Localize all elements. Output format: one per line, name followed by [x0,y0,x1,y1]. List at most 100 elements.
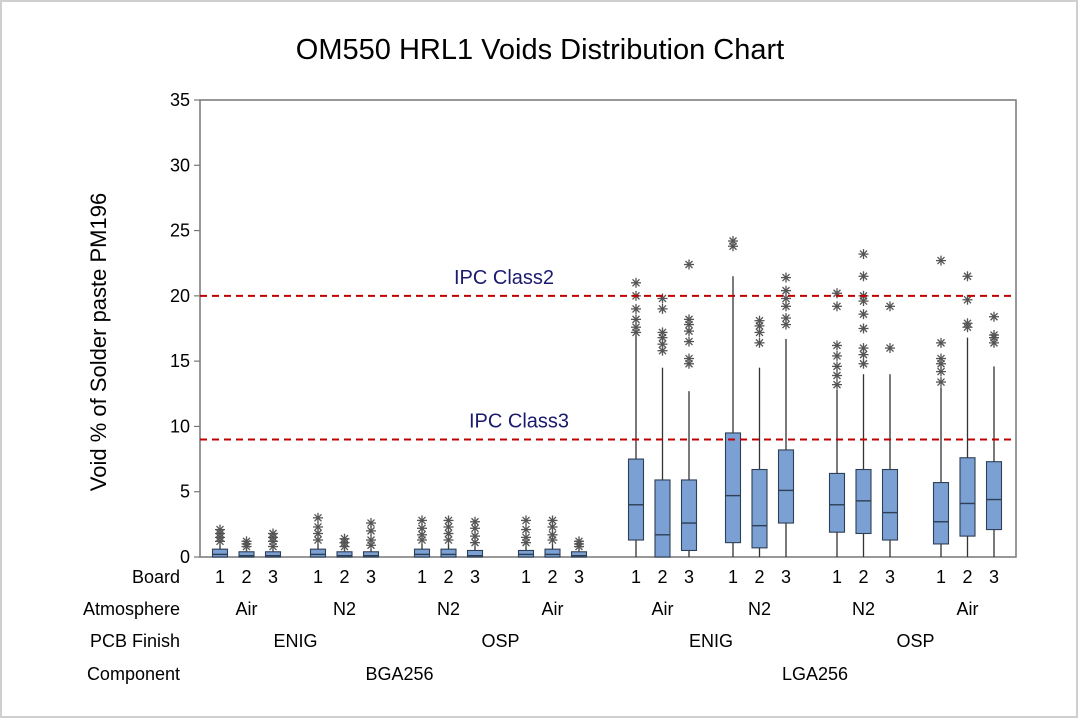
outlier-stroke [937,354,945,363]
box-LGA256-ENIG-N2-board-1 [724,236,742,557]
outlier-stroke [859,310,868,319]
box-iqr [309,548,327,558]
atmosphere-label: N2 [437,599,460,619]
board-label: 1 [728,567,738,587]
box-iqr [777,449,795,524]
y-tick-label: 10 [170,416,190,436]
outlier-stroke [685,260,693,269]
box-BGA256-ENIG-N2-board-2 [336,533,353,558]
outlier-stroke [216,525,224,534]
box-BGA256-ENIG-Air-board-1 [211,524,229,558]
box-BGA256-OSP-Air-board-2 [544,515,561,558]
outlier-marker [781,313,791,324]
board-label: 2 [657,567,667,587]
box-iqr [413,548,431,558]
plot-area [199,99,1017,558]
outlier-marker [781,285,791,296]
box-LGA256-OSP-Air-board-3 [985,311,1003,557]
outlier-stroke [937,378,945,386]
atmosphere-label: Air [957,599,979,619]
board-label: 1 [521,567,531,587]
outlier-stroke [314,536,322,544]
board-label: 3 [470,567,480,587]
outlier-stroke [886,302,894,311]
box-iqr [932,482,950,545]
outlier-stroke [782,314,790,323]
board-label: 2 [547,567,557,587]
outlier-stroke [685,337,693,346]
y-tick-label: 30 [170,155,190,175]
outlier-marker [657,327,668,338]
outlier-marker [832,301,842,312]
outlier-stroke [340,534,349,543]
outlier-stroke [658,340,667,349]
box-BGA256-ENIG-Air-board-3 [264,528,282,558]
box-BGA256-ENIG-N2-board-3 [362,518,380,558]
chart-title: OM550 HRL1 Voids Distribution Chart [296,34,784,66]
outlier-stroke [833,380,841,389]
outlier-stroke [990,312,998,321]
row-label-board: Board [132,567,180,587]
outlier-stroke [859,324,868,333]
outlier-marker [832,350,842,361]
outlier-marker [574,536,584,547]
outlier-marker [858,343,869,354]
outlier-stroke [658,304,667,313]
outlier-stroke [471,532,479,541]
outlier-stroke [990,331,998,339]
outlier-stroke [963,295,972,304]
outlier-stroke [367,526,375,535]
outlier-marker [754,337,765,348]
board-label: 1 [313,567,323,587]
atmosphere-label: Air [542,599,564,619]
outlier-marker [443,515,454,526]
pcb-finish-label: OSP [896,631,934,651]
outlier-stroke [632,304,640,313]
outlier-marker [521,515,531,526]
box-iqr [211,548,229,558]
reference-line-label: IPC Class2 [454,267,554,289]
box-iqr [570,551,588,558]
y-tick-label: 5 [180,482,190,502]
box-iqr [828,472,846,533]
outlier-marker [631,314,641,325]
outlier-stroke [782,273,790,282]
outlier-marker [858,323,869,334]
outlier-stroke [418,530,426,539]
outlier-stroke [242,537,251,546]
box-BGA256-ENIG-Air-board-2 [238,536,255,558]
outlier-marker [885,343,895,354]
outlier-stroke [522,533,530,542]
outlier-stroke [444,536,453,544]
outlier-stroke [685,327,693,336]
outlier-stroke [859,359,868,368]
outlier-stroke [755,328,764,337]
outlier-marker [754,315,765,326]
outlier-stroke [522,516,530,525]
reference-line-label: IPC Class3 [469,410,569,432]
y-tick-label: 15 [170,351,190,371]
board-label: 2 [858,567,868,587]
outlier-stroke [658,346,667,355]
outlier-stroke [367,519,375,528]
outlier-marker [215,524,225,535]
box-iqr [654,479,671,558]
component-label: BGA256 [365,664,433,684]
board-label: 3 [885,567,895,587]
outlier-stroke [658,328,667,337]
outlier-marker [832,361,842,372]
box-LGA256-ENIG-Air-board-1 [627,277,645,557]
outlier-marker [936,353,946,364]
outlier-stroke [418,524,426,533]
y-axis-label: Void % of Solder paste PM196 [86,193,111,491]
outlier-stroke [632,323,640,332]
outlier-stroke [833,302,841,311]
outlier-marker [858,358,869,369]
atmosphere-label: N2 [333,599,356,619]
outlier-marker [936,377,946,388]
outlier-marker [417,515,427,526]
row-label-component: Component [87,664,180,684]
board-label: 2 [241,567,251,587]
pcb-finish-label: ENIG [689,631,733,651]
outlier-stroke [548,516,557,525]
